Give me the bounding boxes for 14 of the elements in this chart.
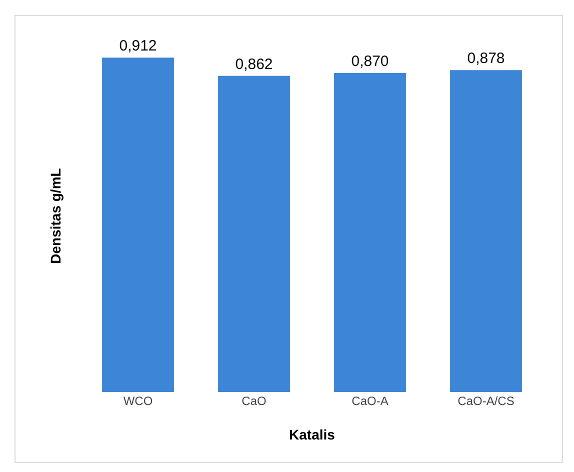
y-axis-title: Densitas g/mL — [48, 168, 64, 264]
bar — [450, 70, 522, 392]
data-label: 0,878 — [467, 50, 505, 68]
data-label: 0,912 — [119, 38, 157, 55]
data-label: 0,862 — [235, 56, 273, 73]
x-tick-label: CaO-A — [352, 394, 388, 408]
bar — [334, 73, 406, 392]
bar — [218, 76, 290, 392]
x-tick-label: CaO-A/CS — [458, 394, 514, 408]
bar — [102, 58, 174, 392]
x-tick-label: CaO — [242, 394, 266, 408]
x-tick-label: WCO — [123, 394, 153, 408]
data-label: 0,870 — [351, 53, 389, 70]
x-axis-title: Katalis — [289, 426, 336, 442]
